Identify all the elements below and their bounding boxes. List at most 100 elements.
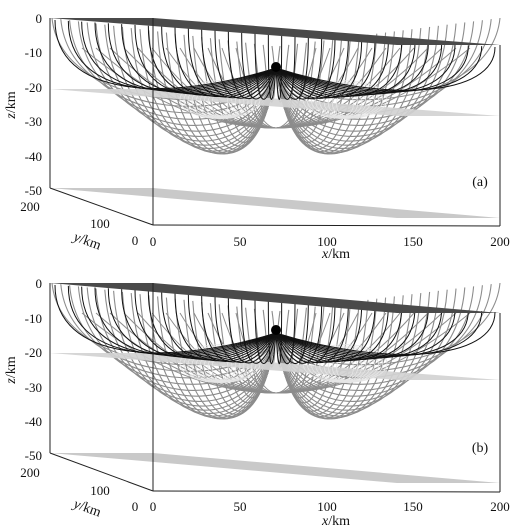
shallow-ray-path <box>275 36 323 100</box>
source-point-a <box>271 62 281 72</box>
shallow-ray-path <box>94 287 277 357</box>
z-tick-label: -50 <box>25 183 42 198</box>
bottom-plane-b <box>50 453 500 483</box>
z-tick-label: 0 <box>36 276 43 291</box>
interface-mesh-line <box>211 91 229 117</box>
shallow-ray-path <box>147 290 277 360</box>
deep-ray-path <box>77 286 277 385</box>
shallow-ray-path <box>267 33 277 100</box>
z-axis-a: 0 -10 -20 -30 -40 -50 z/km <box>4 11 42 198</box>
y-axis-b: 200 100 0 y/km <box>20 465 138 521</box>
x-axis-a: 0 50 100 150 200 x/km <box>150 234 510 262</box>
panel-a: 0 -10 -20 -30 -40 -50 z/km 200 100 0 y/k… <box>4 11 510 262</box>
x-tick-label: 0 <box>150 234 157 249</box>
shallow-ray-path <box>227 295 277 364</box>
shallow-ray-path <box>275 37 336 100</box>
z-tick-label: -40 <box>25 414 42 429</box>
rays-shallow-b <box>54 284 496 365</box>
z-axis-label: z/km <box>4 356 19 384</box>
x-tick-label: 200 <box>490 234 510 249</box>
source-point-b <box>271 325 281 335</box>
y-axis-label: y/km <box>70 229 103 253</box>
shallow-ray-path <box>214 294 277 363</box>
shallow-ray-path <box>187 293 277 362</box>
shallow-ray-path <box>121 24 277 94</box>
y-tick-label: 200 <box>20 465 40 480</box>
shallow-ray-path <box>81 286 277 356</box>
deep-ray-path <box>275 286 475 385</box>
shallow-ray-path <box>241 296 277 364</box>
shallow-ray-path <box>67 285 277 355</box>
x-axis-b: 0 50 100 150 200 x/km <box>150 499 510 529</box>
y-tick-label: 0 <box>132 233 139 248</box>
shallow-ray-path <box>121 289 277 359</box>
z-tick-label: -20 <box>25 345 42 360</box>
shallow-ray-path <box>275 34 296 100</box>
shallow-ray-path <box>275 302 336 364</box>
z-tick-label: 0 <box>36 11 43 26</box>
shallow-ray-path <box>94 22 277 92</box>
x-tick-label: 100 <box>317 234 337 249</box>
shallow-ray-path <box>214 29 277 99</box>
shallow-ray-path <box>161 291 277 361</box>
shallow-ray-path <box>267 298 277 365</box>
z-axis-b: 0 -10 -20 -30 -40 -50 z/km <box>4 276 42 463</box>
shallow-ray-path <box>67 20 277 90</box>
shallow-ray-path <box>275 301 323 364</box>
shallow-ray-path <box>275 298 283 365</box>
middle-interface-a <box>50 89 500 116</box>
z-tick-label: -50 <box>25 448 42 463</box>
x-axis-label: x/km <box>321 247 350 262</box>
panel-label-b: (b) <box>472 441 489 456</box>
box-edges-b <box>49 283 501 493</box>
x-tick-label: 150 <box>403 234 423 249</box>
deep-ray-path <box>60 19 277 107</box>
shallow-ray-path <box>275 303 363 363</box>
shallow-ray-path <box>275 311 496 355</box>
shallow-ray-path <box>161 26 277 97</box>
box-edges-a <box>49 18 501 227</box>
z-tick-label: -40 <box>25 149 42 164</box>
surface-plane-a <box>50 18 500 45</box>
panel-label-a: (a) <box>472 175 488 190</box>
bottom-plane-a <box>50 188 500 218</box>
shallow-ray-path <box>201 28 277 99</box>
z-tick-label: -10 <box>25 45 42 60</box>
x-tick-label: 50 <box>234 499 247 514</box>
deep-ray-path <box>81 47 471 129</box>
shallow-ray-path <box>275 37 349 99</box>
shallow-ray-path <box>134 24 277 95</box>
shallow-ray-path <box>81 21 277 91</box>
z-tick-label: -20 <box>25 80 42 95</box>
z-tick-label: -30 <box>25 114 42 129</box>
shallow-ray-path <box>254 297 277 364</box>
x-axis-label: x/km <box>321 514 350 529</box>
z-tick-label: -10 <box>25 311 42 326</box>
z-tick-label: -30 <box>25 380 42 395</box>
y-axis-label: y/km <box>70 496 103 520</box>
z-axis-label: z/km <box>4 91 19 119</box>
shallow-ray-path <box>275 302 349 363</box>
shallow-ray-path <box>134 289 277 359</box>
x-tick-label: 200 <box>490 499 510 514</box>
x-tick-label: 100 <box>317 499 337 514</box>
x-tick-label: 150 <box>403 499 423 514</box>
deep-ray-path <box>60 284 277 372</box>
shallow-ray-path <box>227 30 277 99</box>
shallow-ray-path <box>275 46 496 91</box>
y-tick-label: 100 <box>90 483 110 498</box>
deep-ray-path <box>69 285 277 379</box>
shallow-ray-path <box>254 32 277 100</box>
shallow-ray-path <box>241 31 277 100</box>
shallow-ray-path <box>275 299 296 365</box>
shallow-ray-path <box>275 33 283 100</box>
shallow-ray-path <box>187 28 277 98</box>
deep-ray-path <box>77 21 277 120</box>
x-tick-label: 50 <box>234 234 247 249</box>
shallow-ray-path <box>201 293 277 363</box>
panel-b: 0 -10 -20 -30 -40 -50 z/km 200 100 0 y/k… <box>4 276 510 529</box>
rays-shallow-a <box>54 19 496 100</box>
deep-ray-path <box>275 21 475 120</box>
middle-interface-b <box>50 353 500 380</box>
